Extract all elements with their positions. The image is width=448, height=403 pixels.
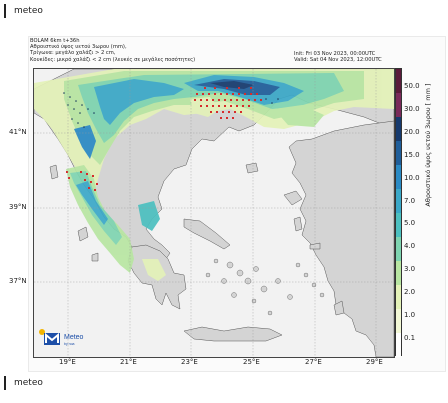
map-header-left: BOLAM 6km t+36h Αθροιστικό ύψος υετού 3ω… [30, 38, 195, 63]
land-cyclades [205, 258, 325, 316]
small-hail-dots [63, 92, 279, 128]
lon-label-19: 19°E [59, 358, 76, 366]
header-dots: Κουκίδες: μικρό χαλάζι < 2 cm (λευκές σε… [30, 56, 196, 63]
colorbar-segment [396, 189, 401, 213]
colorbar-segment [396, 213, 401, 237]
lon-label-27: 27°E [305, 358, 322, 366]
colorbar-segment [396, 309, 401, 333]
colorbar-segment [396, 165, 401, 189]
lon-label-23: 23°E [181, 358, 198, 366]
colorbar-segment [396, 117, 401, 141]
header-variable: Αθροιστικό ύψος υετού 3ωρου (mm), [30, 44, 127, 51]
map-svg [34, 69, 394, 357]
colorbar-segment [396, 141, 401, 165]
map-header-right: Init: Fri 03 Nov 2023, 00:00UTC Valid: S… [294, 51, 382, 63]
graticule [34, 69, 394, 357]
colorbar-tick-label: 3.0 [404, 265, 416, 274]
colorbar-tick-label: 5.0 [404, 219, 416, 228]
colorbar [395, 68, 402, 357]
land-euboea [183, 218, 231, 250]
header-valid: Valid: Sat 04 Nov 2023, 12:00UTC [294, 57, 382, 64]
colorbar-title: Αθροιστικό ύψος υετού 3ωρου [ mm ] [424, 83, 432, 207]
colorbar-tick-label: 15.0 [404, 150, 420, 159]
colorbar-segment [396, 93, 401, 117]
header-triangles: Τρίγωνα: μεγάλο χαλάζι > 2 cm, [30, 50, 116, 57]
colorbar-tick-label: 10.0 [404, 173, 420, 182]
lon-label-29: 29°E [366, 358, 383, 366]
colorbar-segment [396, 237, 401, 261]
meteo-logo: Meteo by noa [39, 329, 84, 346]
land-limnos [245, 162, 259, 174]
lon-label-25: 25°E [243, 358, 260, 366]
precipitation-map [33, 68, 395, 358]
lat-label-37: 37°N [9, 277, 27, 285]
colorbar-tick-label: 50.0 [404, 82, 420, 90]
colorbar-tick-label: 30.0 [404, 104, 420, 113]
logo-name-text: Meteo [64, 334, 84, 341]
land-rhodes [333, 300, 345, 316]
land-lesvos [283, 190, 303, 206]
header-init: Init: Fri 03 Nov 2023, 00:00UTC [294, 51, 376, 57]
colorbar-segment [396, 285, 401, 309]
land-kefalonia [77, 226, 89, 242]
land-zakynthos [91, 252, 99, 262]
colorbar-segment [396, 69, 401, 93]
colorbar-segment [396, 333, 401, 357]
colorbar-tick-label: 2.0 [404, 288, 416, 297]
source-tag-bottom: meteo [4, 376, 43, 390]
land-turkey [288, 120, 394, 357]
lat-label-41: 41°N [9, 128, 27, 136]
header-model: BOLAM 6km t+36h [30, 38, 80, 44]
lon-label-21: 21°E [120, 358, 137, 366]
colorbar-tick-label: 20.0 [404, 127, 420, 136]
colorbar-tick-label: 0.1 [404, 334, 416, 342]
land-corfu [49, 164, 59, 180]
colorbar-tick-label: 7.0 [404, 196, 416, 205]
colorbar-tick-label: 4.0 [404, 242, 416, 251]
land-chios [293, 216, 303, 232]
land-crete [183, 326, 283, 342]
hail-markers [66, 87, 262, 191]
precip-layer [34, 69, 394, 281]
lat-label-39: 39°N [9, 203, 27, 211]
logo-sub-text: by noa [64, 342, 75, 346]
source-tag-top: meteo [4, 4, 43, 18]
colorbar-segment [396, 261, 401, 285]
colorbar-tick-label: 1.0 [404, 311, 416, 320]
